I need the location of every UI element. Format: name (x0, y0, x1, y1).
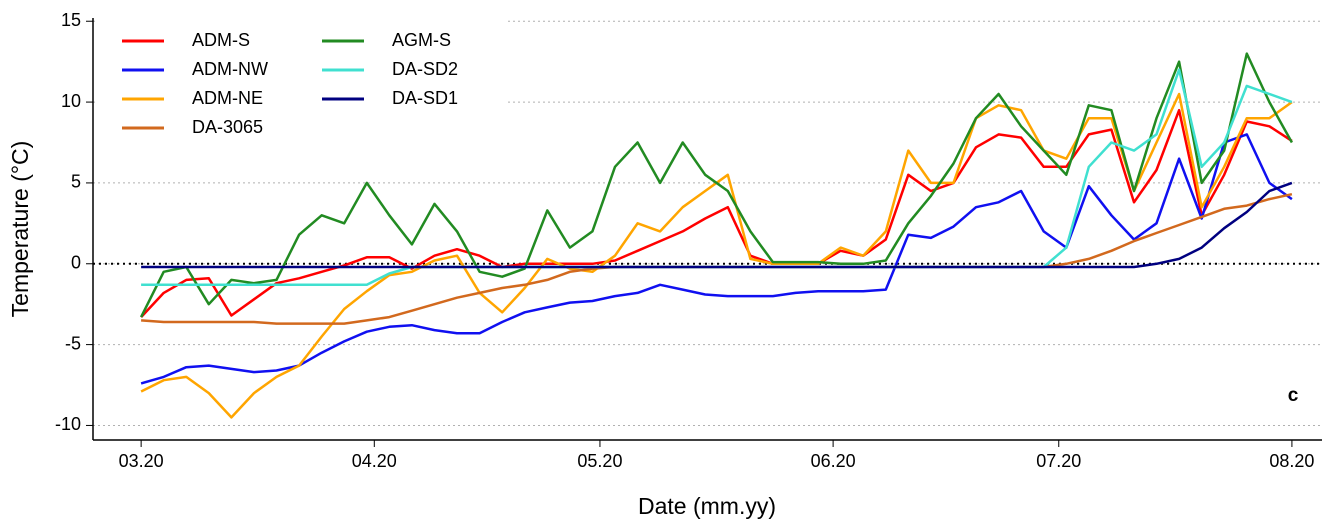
series-line (140, 108, 1293, 318)
y-tick-label: 15 (61, 10, 81, 30)
legend-label: ADM-NW (192, 59, 268, 79)
y-tick-label: -5 (65, 333, 81, 353)
x-tick-label: 05.20 (577, 451, 622, 471)
legend-label: DA-3065 (192, 117, 263, 137)
series-line (140, 133, 1293, 385)
x-tick-label: 07.20 (1036, 451, 1081, 471)
y-tick-label: 5 (71, 172, 81, 192)
legend-box (96, 20, 506, 144)
x-tick-label: 04.20 (352, 451, 397, 471)
x-tick-label: 03.20 (119, 451, 164, 471)
legend-label: ADM-S (192, 30, 250, 50)
x-tick-label: 08.20 (1269, 451, 1314, 471)
y-tick-label: 0 (71, 253, 81, 273)
series-line (141, 181, 1293, 269)
y-tick-label: -10 (55, 414, 81, 434)
legend-label: DA-SD2 (392, 59, 458, 79)
legend-label: AGM-S (392, 30, 451, 50)
legend-label: DA-SD1 (392, 88, 458, 108)
y-axis-label: Temperature (°C) (7, 141, 33, 318)
x-tick-label: 06.20 (811, 451, 856, 471)
y-tick-label: 10 (61, 91, 81, 111)
x-axis-label: Date (mm.yy) (638, 493, 776, 519)
legend-label: ADM-NE (192, 88, 263, 108)
series-line (139, 52, 1293, 318)
panel-label: c (1288, 385, 1299, 406)
